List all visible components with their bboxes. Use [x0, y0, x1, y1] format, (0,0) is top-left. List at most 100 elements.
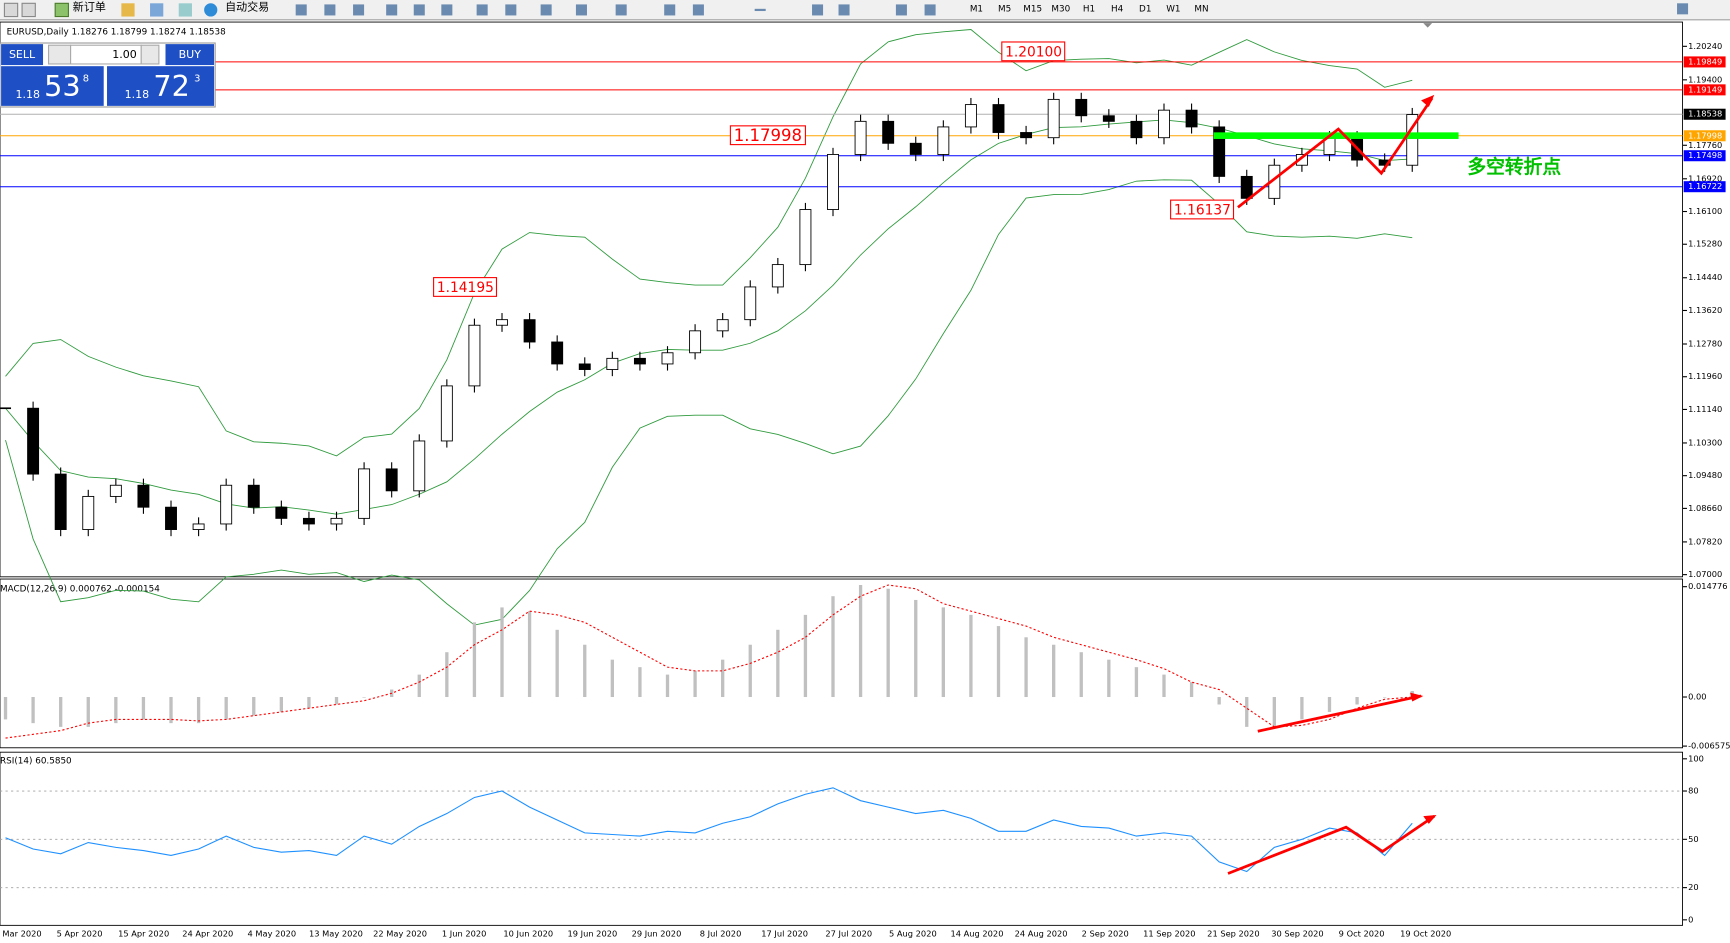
- tool-icon[interactable]: [295, 4, 307, 16]
- candle: [689, 330, 702, 354]
- macd-bar: [196, 697, 201, 724]
- macd-bar: [252, 697, 256, 716]
- buy-button[interactable]: [165, 44, 215, 66]
- timeframe-button[interactable]: M30: [1051, 4, 1070, 14]
- candle: [1185, 109, 1198, 128]
- lot-up[interactable]: [140, 44, 160, 65]
- ask-box[interactable]: [107, 66, 215, 106]
- price-annotation: 1.17998: [734, 126, 802, 145]
- candle: [1020, 132, 1033, 139]
- candle: [82, 495, 95, 530]
- price-level-tag: [1683, 130, 1726, 142]
- toolbar-icon[interactable]: [150, 3, 164, 17]
- tool-icon[interactable]: [386, 4, 398, 16]
- timeframe-button[interactable]: M1: [970, 4, 983, 14]
- x-tick-label: 19 Jun 2020: [567, 929, 617, 939]
- tool-icon[interactable]: [505, 4, 517, 16]
- macd-bar: [1079, 652, 1083, 698]
- candle: [1240, 175, 1253, 199]
- timeframe-button[interactable]: M15: [1023, 4, 1042, 14]
- timeframe-button[interactable]: H1: [1083, 4, 1095, 14]
- toolbar-icon[interactable]: [3, 2, 19, 18]
- tool-icon[interactable]: [540, 4, 552, 16]
- bid-box[interactable]: [1, 66, 104, 106]
- macd-bar: [583, 644, 587, 698]
- auto-trading-button[interactable]: 自动交易: [225, 0, 269, 14]
- x-tick-label: 29 Jun 2020: [632, 929, 682, 939]
- toolbar-icon[interactable]: [178, 3, 192, 17]
- tool-icon[interactable]: [692, 4, 704, 16]
- macd-bar: [334, 697, 339, 705]
- timeframe-button[interactable]: D1: [1139, 4, 1151, 14]
- price-level-tag: [1683, 108, 1726, 120]
- y-tick-label: 100: [1688, 753, 1704, 763]
- tool-icon[interactable]: [895, 4, 907, 16]
- timeframe-button[interactable]: M5: [998, 4, 1011, 14]
- macd-bar: [86, 697, 90, 727]
- candle: [578, 363, 591, 370]
- tool-icon[interactable]: [838, 4, 850, 16]
- tool-icon[interactable]: [575, 4, 587, 16]
- y-tick-label: 1.11960: [1688, 371, 1722, 381]
- pivot-zone: [1213, 132, 1459, 139]
- y-tick-label: 1.19400: [1688, 74, 1722, 84]
- macd-bar: [610, 659, 614, 698]
- candle: [551, 341, 564, 365]
- tool-icon[interactable]: [476, 4, 488, 16]
- timeframe-button[interactable]: W1: [1166, 4, 1180, 14]
- candle: [27, 407, 40, 475]
- y-tick-label: 1.09480: [1688, 470, 1722, 480]
- candle: [220, 484, 233, 525]
- tool-icon[interactable]: [324, 4, 336, 16]
- macd-bar: [1355, 697, 1359, 705]
- macd-bar: [693, 670, 697, 698]
- tool-icon[interactable]: [353, 4, 365, 16]
- tool-icon[interactable]: [664, 4, 676, 16]
- macd-bar: [362, 697, 366, 698]
- tool-icon[interactable]: [413, 4, 425, 16]
- macd-bar: [1162, 674, 1166, 698]
- macd-bar: [307, 697, 311, 709]
- tool-icon[interactable]: [924, 4, 936, 16]
- macd-bar: [224, 697, 228, 720]
- bid-big: 1.18: [15, 88, 40, 101]
- y-tick-label: -0.006575: [1688, 741, 1730, 751]
- macd-bar: [914, 599, 918, 698]
- rsi-panel: [0, 751, 1683, 926]
- new-order-icon[interactable]: [54, 2, 69, 18]
- rsi-label: RSI(14) 60.5850: [0, 757, 72, 767]
- price-level-label: 1.17998: [1688, 130, 1722, 140]
- macd-bar: [1272, 697, 1276, 727]
- y-tick-label: 0.014776: [1688, 581, 1727, 591]
- sell-button[interactable]: [1, 44, 44, 66]
- candle: [964, 104, 977, 128]
- tool-icon[interactable]: [441, 4, 453, 16]
- macd-bar: [1300, 697, 1304, 720]
- tool-icon[interactable]: [1677, 3, 1689, 15]
- macd-label: MACD(12,26,9) 0.000762 -0.000154: [0, 584, 160, 594]
- candle: [302, 517, 315, 525]
- lot-down[interactable]: [47, 44, 72, 65]
- x-tick-label: 5 Apr 2020: [57, 929, 103, 939]
- toolbar-icon[interactable]: [21, 2, 36, 18]
- candle: [992, 104, 1005, 133]
- price-level-tag: [1683, 181, 1726, 193]
- tool-icon[interactable]: [812, 4, 824, 16]
- toolbar-tools: [295, 3, 1689, 16]
- candle: [1075, 98, 1088, 117]
- sell-label[interactable]: SELL: [9, 48, 36, 61]
- macd-bar: [500, 607, 504, 698]
- timeframe-button[interactable]: H4: [1111, 4, 1124, 14]
- tool-icon[interactable]: [615, 4, 627, 16]
- x-tick-label: 11 Sep 2020: [1143, 929, 1195, 939]
- auto-trading-icon[interactable]: [204, 3, 218, 17]
- new-order-button[interactable]: 新订单: [73, 0, 106, 14]
- buy-label[interactable]: BUY: [179, 48, 202, 61]
- timeframe-button[interactable]: MN: [1194, 4, 1208, 14]
- lot-value[interactable]: 1.00: [112, 48, 137, 61]
- price-annotation: 1.16137: [1174, 203, 1231, 219]
- macd-bar: [748, 644, 752, 698]
- toolbar-icon[interactable]: [121, 3, 135, 17]
- tool-icon[interactable]: [754, 8, 766, 12]
